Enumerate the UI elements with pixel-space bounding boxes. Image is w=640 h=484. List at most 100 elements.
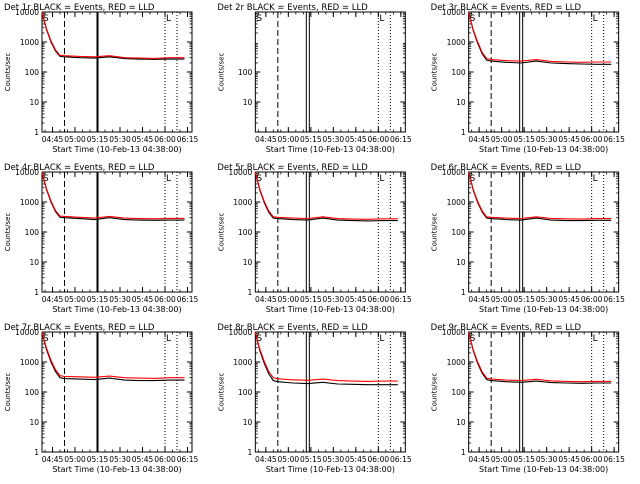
corner-mark-s: S bbox=[256, 174, 262, 184]
corner-mark-l: L bbox=[166, 334, 171, 344]
x-tick-label: 04:45 bbox=[468, 455, 490, 464]
x-tick-label: 06:15 bbox=[390, 455, 412, 464]
y-tick-label: 1 bbox=[461, 448, 466, 457]
corner-mark-s: S bbox=[256, 334, 262, 344]
chart-title: Det 5r BLACK = Events, RED = LLD bbox=[217, 163, 368, 173]
y-tick-label: 10000 bbox=[442, 168, 466, 177]
series-line-events bbox=[468, 11, 612, 65]
y-tick-label: 100 bbox=[238, 228, 253, 237]
corner-mark-s: S bbox=[43, 174, 49, 184]
x-tick-label: 05:45 bbox=[558, 135, 580, 144]
y-axis-label: Counts/sec bbox=[217, 213, 225, 252]
x-axis-label: Start Time (10-Feb-13 04:38:00) bbox=[52, 465, 181, 474]
series-line-events bbox=[254, 331, 398, 386]
y-tick-label: 100 bbox=[25, 228, 40, 237]
chart-panel-5: Det 5r BLACK = Events, RED = LLD 1 10 100 10… bbox=[217, 163, 412, 314]
corner-mark-s: S bbox=[470, 334, 476, 344]
y-tick-label: 10000 bbox=[228, 328, 252, 337]
x-axis-label: Start Time (10-Feb-13 04:38:00) bbox=[266, 145, 395, 154]
y-tick-label: 10 bbox=[29, 258, 39, 267]
chart-panel-7: Det 7r BLACK = Events, RED = LLD 1 10 100 10… bbox=[4, 323, 199, 474]
y-tick-label: 1000 bbox=[233, 358, 252, 367]
x-axis-label: Start Time (10-Feb-13 04:38:00) bbox=[266, 305, 395, 314]
series-line-events bbox=[41, 171, 185, 221]
y-tick-label: 100 bbox=[238, 68, 253, 77]
y-tick-label: 10 bbox=[456, 418, 466, 427]
x-tick-label: 06:00 bbox=[581, 455, 603, 464]
x-tick-label: 05:15 bbox=[513, 135, 535, 144]
y-tick-label: 10 bbox=[29, 98, 39, 107]
x-tick-label: 05:15 bbox=[513, 295, 535, 304]
chart-panel-8: Det 8r BLACK = Events, RED = LLD 1 10 100 10… bbox=[217, 323, 412, 474]
x-tick-label: 05:30 bbox=[323, 455, 345, 464]
x-tick-label: 06:00 bbox=[154, 295, 176, 304]
x-tick-label: 04:45 bbox=[255, 455, 277, 464]
x-tick-label: 04:45 bbox=[42, 455, 64, 464]
y-tick-label: 10000 bbox=[15, 328, 39, 337]
y-tick-label: 100 bbox=[451, 68, 466, 77]
series-line-events bbox=[41, 331, 185, 382]
chart-title: Det 8r BLACK = Events, RED = LLD bbox=[217, 323, 368, 333]
y-tick-label: 1 bbox=[248, 448, 253, 457]
series-line-lld bbox=[41, 11, 185, 59]
x-tick-label: 05:15 bbox=[513, 455, 535, 464]
x-tick-label: 06:00 bbox=[368, 295, 390, 304]
x-tick-label: 05:00 bbox=[491, 295, 513, 304]
corner-mark-l: L bbox=[593, 174, 598, 184]
y-tick-label: 1 bbox=[248, 288, 253, 297]
y-tick-label: 100 bbox=[25, 388, 40, 397]
x-tick-label: 06:15 bbox=[603, 295, 625, 304]
y-tick-label: 1000 bbox=[20, 38, 39, 47]
x-tick-label: 05:30 bbox=[109, 295, 131, 304]
chart-panel-6: Det 6r BLACK = Events, RED = LLD 1 10 100 10… bbox=[431, 163, 626, 314]
corner-mark-l: L bbox=[379, 174, 384, 184]
y-tick-label: 1 bbox=[461, 128, 466, 137]
chart-panel-9: Det 9r BLACK = Events, RED = LLD 1 10 100 10… bbox=[431, 323, 626, 474]
x-axis-label: Start Time (10-Feb-13 04:38:00) bbox=[479, 305, 608, 314]
series-line-lld bbox=[254, 331, 398, 382]
corner-mark-s: S bbox=[470, 14, 476, 24]
chart-panel-1: Det 1r BLACK = Events, RED = LLD 1 10 100 10… bbox=[4, 3, 199, 154]
y-tick-label: 100 bbox=[238, 388, 253, 397]
y-axis-label: Counts/sec bbox=[4, 213, 12, 252]
y-tick-label: 1000 bbox=[20, 198, 39, 207]
y-axis-label: Counts/sec bbox=[431, 53, 439, 92]
y-axis-label: Counts/sec bbox=[431, 213, 439, 252]
series-line-lld bbox=[254, 171, 398, 220]
series-line-lld bbox=[468, 11, 612, 63]
y-axis-label: Counts/sec bbox=[4, 53, 12, 92]
x-tick-label: 04:45 bbox=[468, 295, 490, 304]
y-tick-label: 100 bbox=[451, 388, 466, 397]
y-tick-label: 10 bbox=[456, 98, 466, 107]
corner-mark-s: S bbox=[43, 334, 49, 344]
corner-mark-l: L bbox=[166, 14, 171, 24]
corner-mark-l: L bbox=[166, 174, 171, 184]
x-tick-label: 05:30 bbox=[109, 135, 131, 144]
corner-mark-l: L bbox=[379, 14, 384, 24]
x-tick-label: 06:00 bbox=[368, 135, 390, 144]
y-axis-label: Counts/sec bbox=[4, 373, 12, 412]
x-tick-label: 05:00 bbox=[278, 455, 300, 464]
chart-title: Det 9r BLACK = Events, RED = LLD bbox=[431, 323, 582, 333]
x-tick-label: 06:00 bbox=[581, 135, 603, 144]
x-tick-label: 05:30 bbox=[323, 295, 345, 304]
x-axis-label: Start Time (10-Feb-13 04:38:00) bbox=[52, 305, 181, 314]
x-tick-label: 06:15 bbox=[177, 295, 199, 304]
y-tick-label: 100 bbox=[25, 68, 40, 77]
y-tick-label: 10000 bbox=[442, 328, 466, 337]
x-tick-label: 05:45 bbox=[558, 295, 580, 304]
y-tick-label: 1000 bbox=[447, 198, 466, 207]
x-tick-label: 05:00 bbox=[278, 295, 300, 304]
x-tick-label: 05:00 bbox=[64, 135, 86, 144]
x-tick-label: 05:00 bbox=[491, 135, 513, 144]
x-tick-label: 05:00 bbox=[491, 455, 513, 464]
x-tick-label: 05:45 bbox=[558, 455, 580, 464]
chart-title: Det 3r BLACK = Events, RED = LLD bbox=[431, 3, 582, 13]
series-line-events bbox=[468, 171, 612, 222]
series-line-events bbox=[254, 171, 398, 222]
x-tick-label: 05:45 bbox=[132, 135, 154, 144]
x-tick-label: 05:45 bbox=[345, 135, 367, 144]
x-tick-label: 06:00 bbox=[154, 455, 176, 464]
x-tick-label: 05:15 bbox=[300, 295, 322, 304]
